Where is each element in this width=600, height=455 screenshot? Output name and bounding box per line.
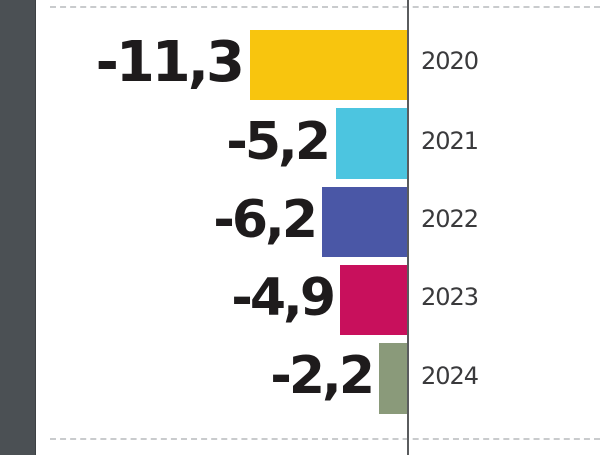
value-label-2023: -4,9 xyxy=(231,268,336,328)
bottom-dashed-divider xyxy=(50,438,600,440)
bar-2021 xyxy=(336,108,408,179)
year-label-2022: 2022 xyxy=(421,205,479,233)
bar-2022 xyxy=(322,187,408,257)
bar-2020 xyxy=(250,30,408,100)
value-label-2024: -2,2 xyxy=(270,346,375,406)
bar-2023 xyxy=(340,265,408,335)
year-label-2024: 2024 xyxy=(421,362,479,390)
left-side-strip xyxy=(0,0,36,455)
value-label-2021: -5,2 xyxy=(226,112,331,172)
bar-2024 xyxy=(379,343,408,414)
value-label-2020: -11,3 xyxy=(95,30,245,95)
value-label-2022: -6,2 xyxy=(213,190,318,250)
year-label-2023: 2023 xyxy=(421,283,479,311)
zero-axis-line xyxy=(407,0,409,455)
year-label-2021: 2021 xyxy=(421,127,479,155)
top-dashed-divider xyxy=(50,6,600,8)
year-label-2020: 2020 xyxy=(421,47,479,75)
